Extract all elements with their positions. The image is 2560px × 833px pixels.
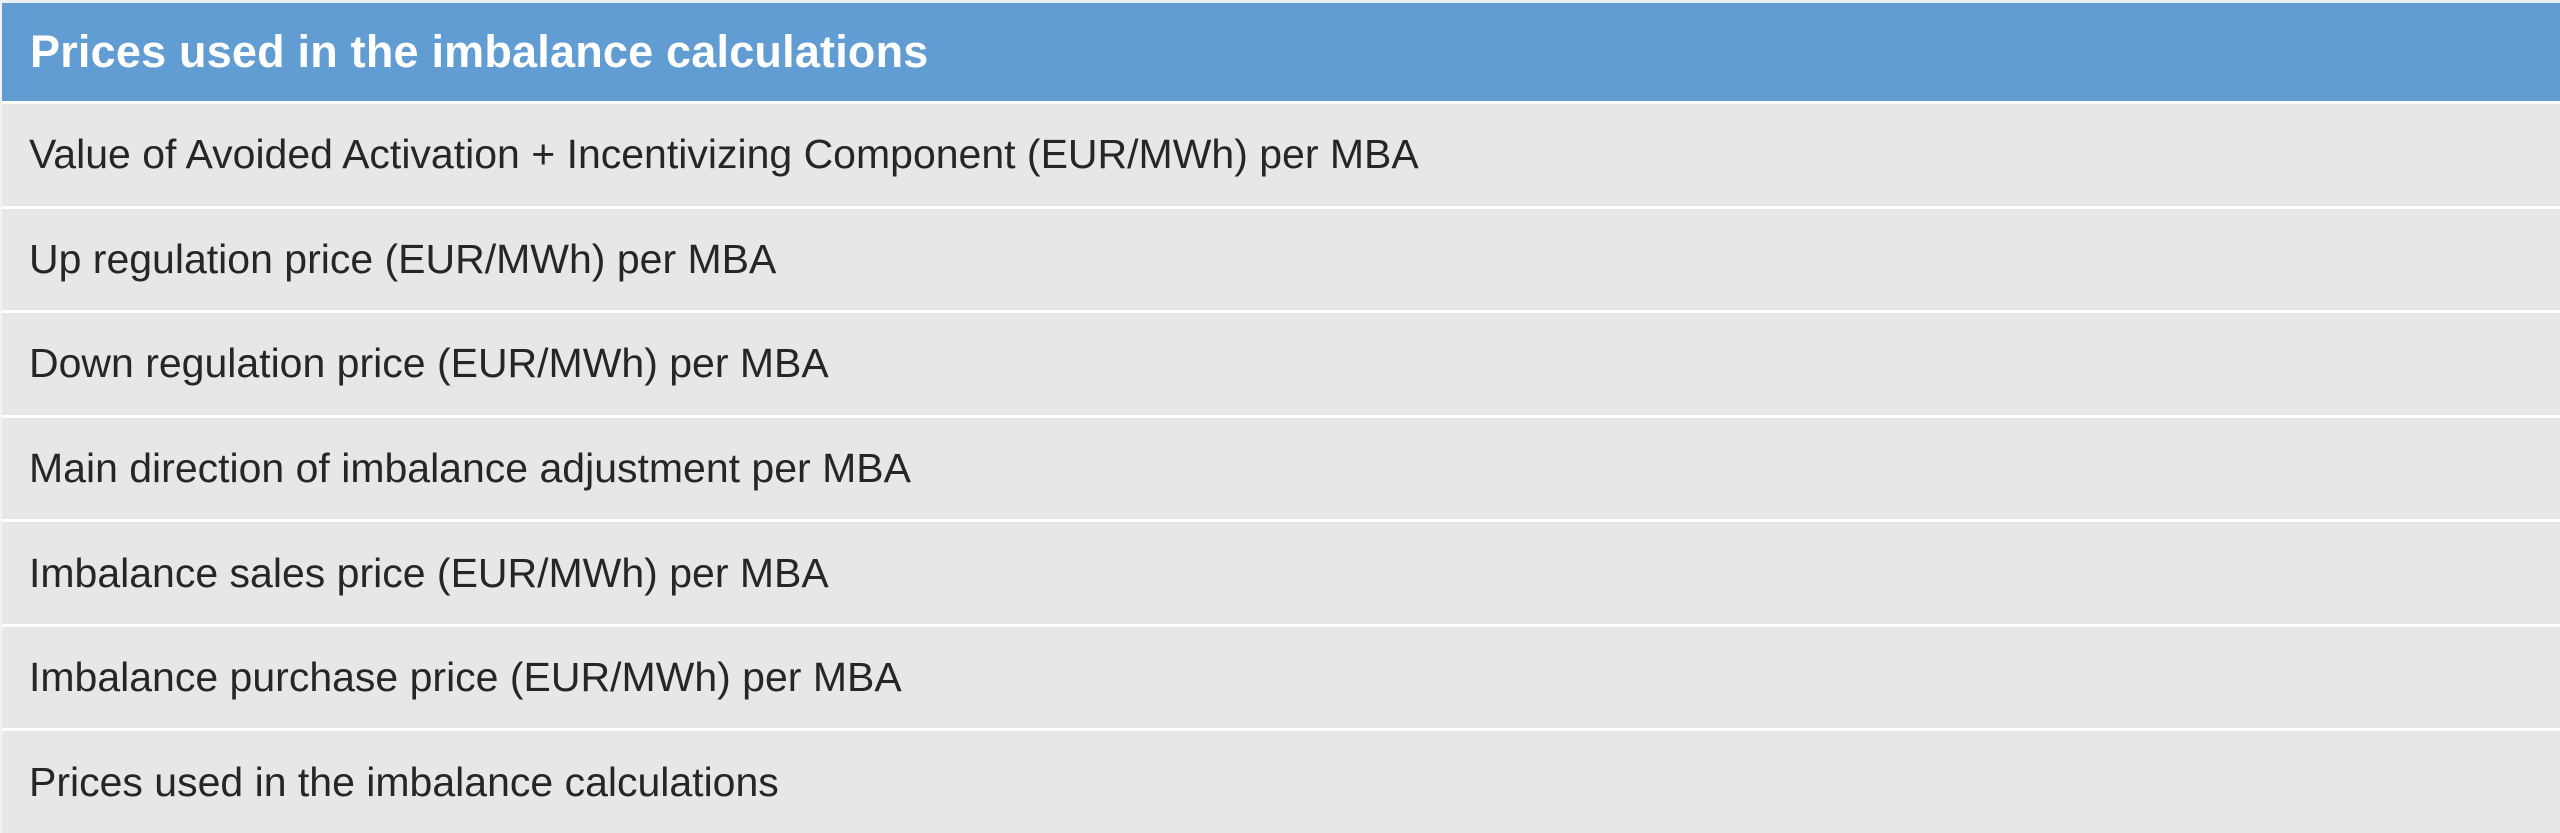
- row-label-avoided-activation: Value of Avoided Activation + Incentiviz…: [29, 131, 1419, 178]
- row-label-imbalance-purchase-price: Imbalance purchase price (EUR/MWh) per M…: [29, 654, 902, 701]
- table-body: Value of Avoided Activation + Incentiviz…: [2, 104, 2560, 833]
- table-header-title: Prices used in the imbalance calculation…: [30, 26, 929, 77]
- table-header: Prices used in the imbalance calculation…: [2, 0, 2560, 104]
- table-row: Up regulation price (EUR/MWh) per MBA: [2, 208, 2560, 314]
- table-row: Imbalance sales price (EUR/MWh) per MBA: [2, 522, 2560, 627]
- table-row: Value of Avoided Activation + Incentiviz…: [2, 104, 2560, 209]
- table-row: Prices used in the imbalance calculation…: [2, 731, 2560, 833]
- table-row: Main direction of imbalance adjustment p…: [2, 417, 2560, 523]
- table-row: Imbalance purchase price (EUR/MWh) per M…: [2, 626, 2560, 732]
- row-label-prices-used: Prices used in the imbalance calculation…: [29, 758, 779, 805]
- row-label-down-regulation-price: Down regulation price (EUR/MWh) per MBA: [29, 340, 829, 387]
- row-label-imbalance-sales-price: Imbalance sales price (EUR/MWh) per MBA: [29, 549, 829, 596]
- row-label-up-regulation-price: Up regulation price (EUR/MWh) per MBA: [29, 235, 777, 282]
- table-row: Down regulation price (EUR/MWh) per MBA: [2, 313, 2560, 418]
- row-label-main-direction: Main direction of imbalance adjustment p…: [29, 445, 911, 492]
